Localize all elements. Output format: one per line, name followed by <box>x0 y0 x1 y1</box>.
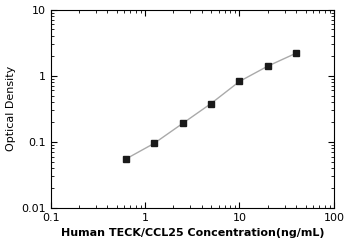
Y-axis label: Optical Density: Optical Density <box>6 66 15 152</box>
X-axis label: Human TECK/CCL25 Concentration(ng/mL): Human TECK/CCL25 Concentration(ng/mL) <box>61 228 324 238</box>
